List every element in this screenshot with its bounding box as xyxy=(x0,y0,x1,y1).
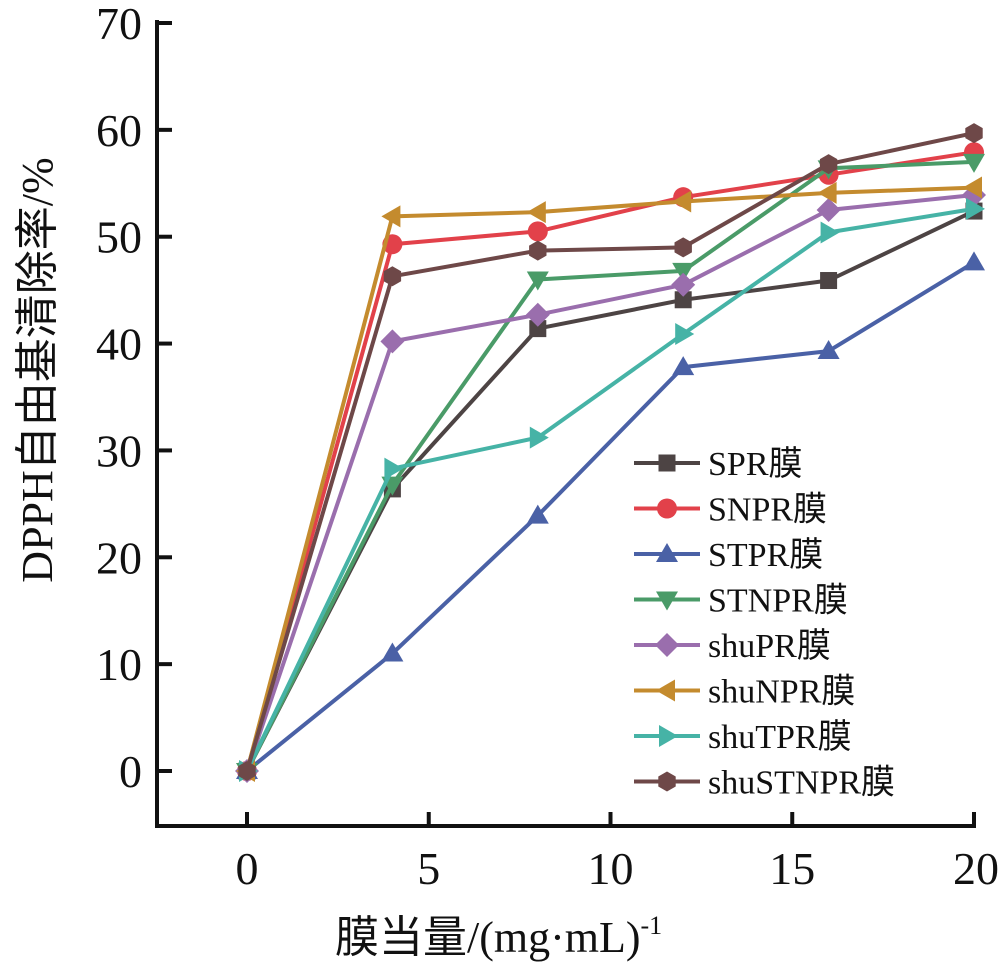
data-point xyxy=(817,181,837,204)
legend-label: STNPR膜 xyxy=(708,582,848,620)
data-point xyxy=(816,198,841,222)
x-axis-title: 膜当量/(mg·mL)-1 xyxy=(335,911,662,962)
data-point xyxy=(526,504,549,524)
x-axis-title-main: 膜当量/(mg·mL) xyxy=(335,913,641,962)
y-tick-label: 40 xyxy=(96,319,142,370)
series-STPR膜 xyxy=(236,251,985,779)
x-tick-label: 15 xyxy=(769,843,815,894)
data-point xyxy=(384,457,404,480)
data-point xyxy=(381,642,404,662)
y-tick-label: 70 xyxy=(96,0,142,49)
series-layer xyxy=(235,123,986,783)
data-point xyxy=(529,240,547,261)
series-SPR膜 xyxy=(238,202,983,780)
data-point xyxy=(817,340,840,360)
x-axis-title-superscript: -1 xyxy=(641,911,663,940)
series-shuPR膜 xyxy=(235,183,986,783)
series-line xyxy=(245,260,976,773)
series-line xyxy=(245,209,975,772)
x-tick-label: 5 xyxy=(417,843,440,894)
legend-marker xyxy=(658,454,676,472)
y-tick-label: 10 xyxy=(96,639,142,690)
legend-marker xyxy=(658,771,676,792)
legend-marker xyxy=(656,591,678,611)
series-line xyxy=(245,193,975,772)
legend-marker xyxy=(656,679,675,702)
series-line xyxy=(245,131,975,772)
axes: 0 10 20 30 40 50 60 70 0 5 10 15 20 xyxy=(96,0,999,894)
data-point xyxy=(963,251,985,271)
legend-label: SPR膜 xyxy=(708,445,803,483)
x-tick-label: 0 xyxy=(236,843,259,894)
legend-marker xyxy=(655,633,679,657)
y-tick-label: 50 xyxy=(96,212,142,263)
legend-label: shuSTNPR膜 xyxy=(708,764,895,802)
data-point xyxy=(966,197,985,220)
legend-label: shuTPR膜 xyxy=(708,718,852,756)
data-point xyxy=(381,205,401,228)
data-point xyxy=(820,221,840,244)
data-point xyxy=(965,123,983,144)
legend-item: STNPR膜 xyxy=(634,582,848,620)
data-point xyxy=(675,322,695,345)
series-shuSTNPR膜 xyxy=(238,123,983,781)
y-tick-label: 20 xyxy=(96,532,142,583)
data-point xyxy=(674,237,692,258)
series-shuTPR膜 xyxy=(239,197,985,782)
legend-item: SNPR膜 xyxy=(634,491,827,529)
data-point xyxy=(963,153,985,173)
data-point xyxy=(526,271,549,291)
x-tick-label: 10 xyxy=(588,843,634,894)
legend-label: SNPR膜 xyxy=(708,491,827,529)
data-point xyxy=(380,329,405,354)
legend-item: SPR膜 xyxy=(634,445,803,483)
y-tick-label: 30 xyxy=(96,425,142,476)
legend-item: shuSTNPR膜 xyxy=(634,764,895,802)
series-line xyxy=(245,159,975,772)
data-point xyxy=(529,426,549,449)
data-point xyxy=(529,320,547,338)
legend-item: STPR膜 xyxy=(634,536,823,574)
legend-label: STPR膜 xyxy=(708,536,823,574)
legend-marker xyxy=(657,498,677,519)
series-SNPR膜 xyxy=(237,142,984,781)
data-point xyxy=(527,221,548,242)
data-point xyxy=(819,154,838,175)
legend-item: shuPR膜 xyxy=(634,627,831,665)
x-tick-label: 20 xyxy=(953,843,999,894)
y-tick-label: 0 xyxy=(119,746,142,797)
data-point xyxy=(672,262,695,282)
legend-marker xyxy=(656,543,678,562)
data-point xyxy=(238,761,256,781)
data-point xyxy=(820,272,838,290)
legend-label: shuPR膜 xyxy=(708,627,831,665)
y-axis-title: DPPH自由基清除率/% xyxy=(13,157,62,582)
data-point xyxy=(525,302,550,327)
y-tick-label: 60 xyxy=(96,105,142,156)
data-point xyxy=(963,176,982,199)
legend-item: shuNPR膜 xyxy=(634,673,855,711)
data-point xyxy=(383,266,402,287)
data-point xyxy=(672,356,695,376)
legend-item: shuTPR膜 xyxy=(634,718,852,756)
data-point xyxy=(672,190,692,213)
data-point xyxy=(674,291,692,309)
legend-marker xyxy=(659,725,678,747)
series-line xyxy=(245,150,975,772)
series-line xyxy=(245,206,975,772)
legend: SPR膜 SNPR膜 STPR膜 STNPR膜 shuPR膜 shuNPR膜 shuTPR膜… xyxy=(634,445,895,802)
data-point xyxy=(671,272,696,297)
data-point xyxy=(526,201,546,224)
legend-label: shuNPR膜 xyxy=(708,673,855,711)
series-line xyxy=(245,185,975,772)
